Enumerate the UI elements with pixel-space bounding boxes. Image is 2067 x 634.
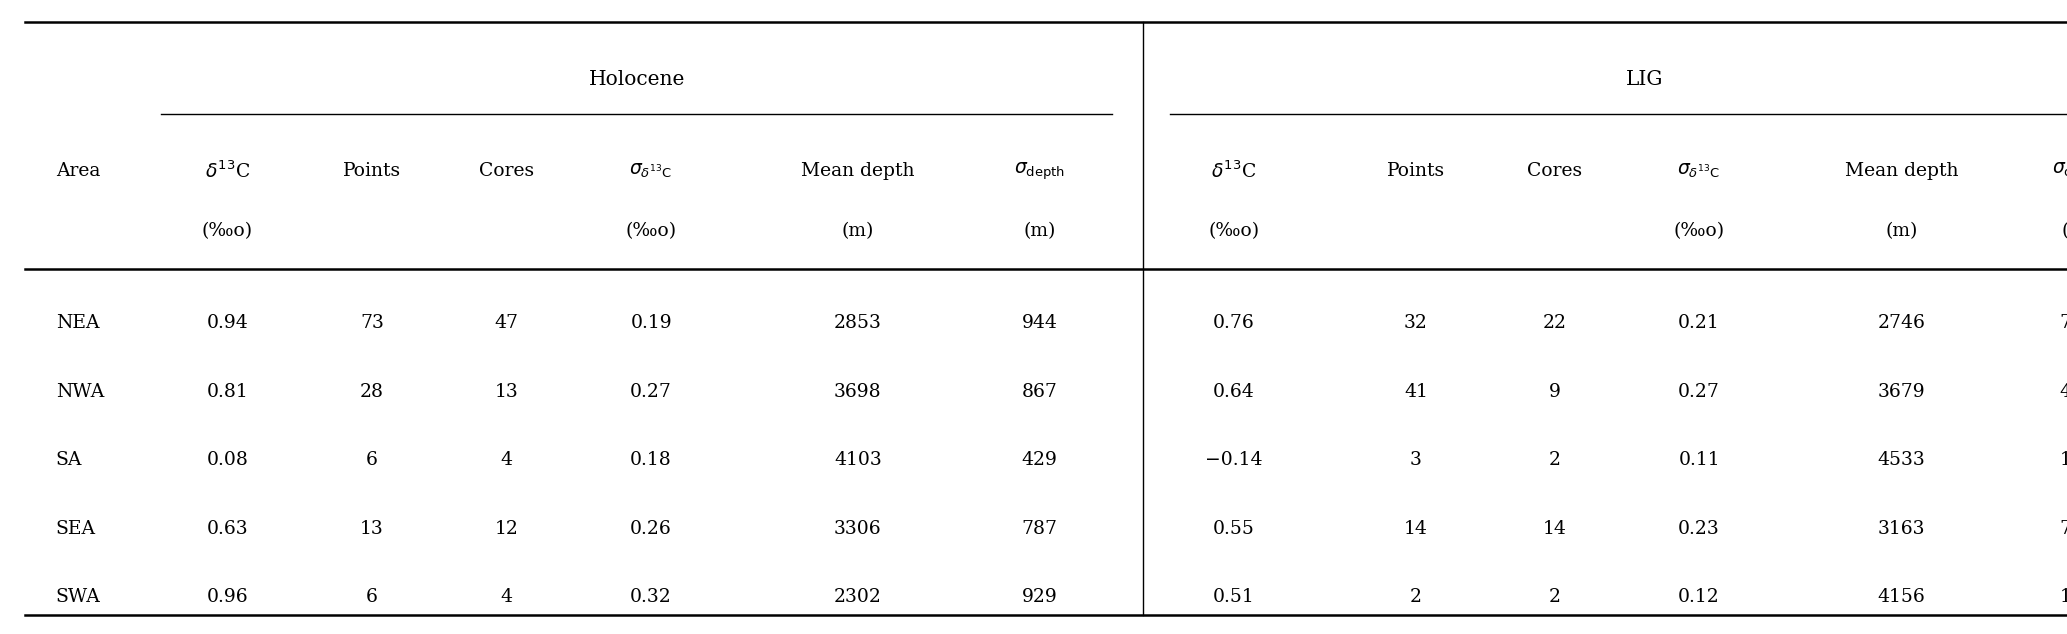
Text: Cores: Cores [480,162,533,180]
Text: $\sigma_{\delta^{13}\mathrm{C}}$: $\sigma_{\delta^{13}\mathrm{C}}$ [630,162,672,180]
Text: 0.63: 0.63 [207,520,248,538]
Text: 4156: 4156 [1877,588,1926,606]
Text: (‰o): (‰o) [203,223,252,240]
Text: 2853: 2853 [833,314,883,332]
Text: 3306: 3306 [833,520,883,538]
Text: (‰o): (‰o) [626,223,676,240]
Text: Cores: Cores [1528,162,1581,180]
Text: 13: 13 [494,383,519,401]
Text: (‰o): (‰o) [1209,223,1259,240]
Text: 22: 22 [1542,314,1567,332]
Text: 4: 4 [500,588,513,606]
Text: 867: 867 [1021,383,1058,401]
Text: (m): (m) [1885,223,1918,240]
Text: 0.96: 0.96 [207,588,248,606]
Text: 0.32: 0.32 [630,588,672,606]
Text: $\sigma_{\mathrm{depth}}$: $\sigma_{\mathrm{depth}}$ [1015,160,1065,182]
Text: 3: 3 [1410,451,1422,469]
Text: NWA: NWA [56,383,103,401]
Text: 6: 6 [366,451,378,469]
Text: $\delta^{13}$C: $\delta^{13}$C [1211,160,1257,182]
Text: 455: 455 [2059,383,2067,401]
Text: 2: 2 [1548,588,1561,606]
Text: 4: 4 [500,451,513,469]
Text: Points: Points [343,162,401,180]
Text: 6: 6 [366,588,378,606]
Text: 4103: 4103 [833,451,883,469]
Text: (m): (m) [1023,223,1056,240]
Text: 0.11: 0.11 [1678,451,1720,469]
Text: 120: 120 [2059,451,2067,469]
Text: 2302: 2302 [833,588,883,606]
Text: 3163: 3163 [1879,520,1924,538]
Text: $\sigma_{\mathrm{depth}}$: $\sigma_{\mathrm{depth}}$ [2053,160,2067,182]
Text: 0.12: 0.12 [1678,588,1720,606]
Text: 0.81: 0.81 [207,383,248,401]
Text: 0.23: 0.23 [1678,520,1720,538]
Text: 12: 12 [494,520,519,538]
Text: 0.64: 0.64 [1213,383,1255,401]
Text: 47: 47 [494,314,519,332]
Text: SEA: SEA [56,520,95,538]
Text: 944: 944 [1021,314,1058,332]
Text: 429: 429 [1021,451,1058,469]
Text: $\sigma_{\delta^{13}\mathrm{C}}$: $\sigma_{\delta^{13}\mathrm{C}}$ [1678,162,1720,180]
Text: 0.94: 0.94 [207,314,248,332]
Text: 0.55: 0.55 [1213,520,1255,538]
Text: 0.27: 0.27 [630,383,672,401]
Text: 929: 929 [1021,588,1058,606]
Text: 799: 799 [2059,520,2067,538]
Text: 3698: 3698 [833,383,883,401]
Text: 3679: 3679 [1877,383,1926,401]
Text: (‰o): (‰o) [1674,223,1724,240]
Text: 172: 172 [2059,588,2067,606]
Text: Mean depth: Mean depth [802,162,914,180]
Text: 0.27: 0.27 [1678,383,1720,401]
Text: 13: 13 [360,520,384,538]
Text: SA: SA [56,451,83,469]
Text: (m): (m) [2061,223,2067,240]
Text: −0.14: −0.14 [1205,451,1263,469]
Text: Area: Area [56,162,99,180]
Text: 0.26: 0.26 [630,520,672,538]
Text: 0.51: 0.51 [1213,588,1255,606]
Text: 32: 32 [1403,314,1428,332]
Text: 2: 2 [1548,451,1561,469]
Text: 73: 73 [360,314,384,332]
Text: $\delta^{13}$C: $\delta^{13}$C [205,160,250,182]
Text: 14: 14 [1403,520,1428,538]
Text: (m): (m) [841,223,874,240]
Text: 2746: 2746 [1877,314,1926,332]
Text: 787: 787 [1021,520,1058,538]
Text: 28: 28 [360,383,384,401]
Text: SWA: SWA [56,588,101,606]
Text: 41: 41 [1403,383,1428,401]
Text: Mean depth: Mean depth [1846,162,1957,180]
Text: 14: 14 [1542,520,1567,538]
Text: 9: 9 [1548,383,1561,401]
Text: 2: 2 [1410,588,1422,606]
Text: NEA: NEA [56,314,99,332]
Text: LIG: LIG [1625,70,1664,89]
Text: 4533: 4533 [1877,451,1926,469]
Text: 0.21: 0.21 [1678,314,1720,332]
Text: 0.18: 0.18 [630,451,672,469]
Text: 0.19: 0.19 [630,314,672,332]
Text: 0.76: 0.76 [1213,314,1255,332]
Text: 789: 789 [2059,314,2067,332]
Text: Holocene: Holocene [589,70,684,89]
Text: 0.08: 0.08 [207,451,248,469]
Text: Points: Points [1387,162,1445,180]
